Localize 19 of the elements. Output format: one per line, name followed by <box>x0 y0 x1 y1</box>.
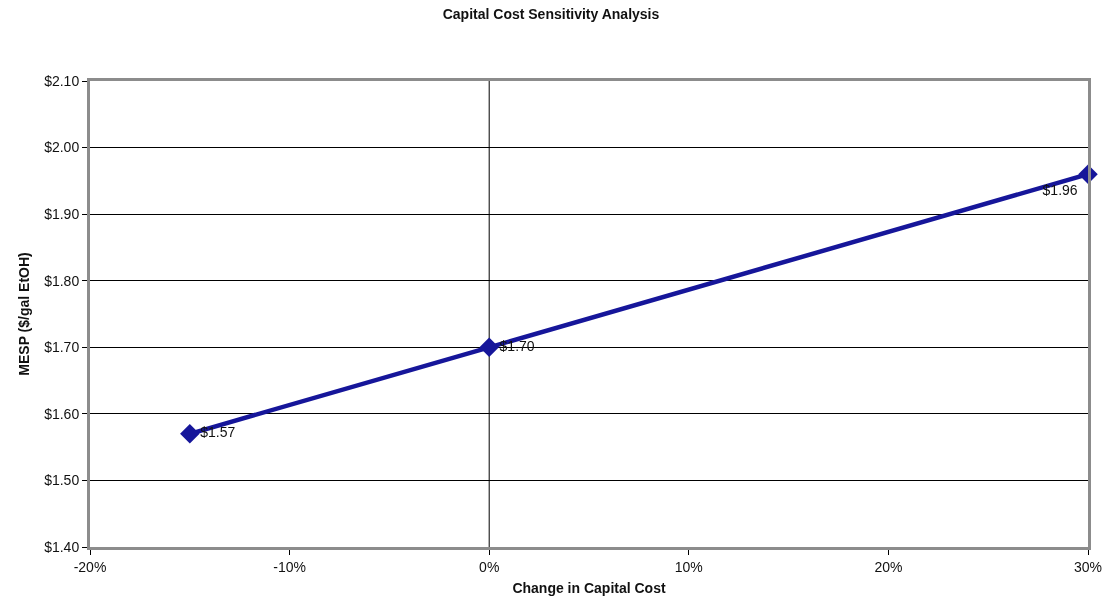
x-axis-title: Change in Capital Cost <box>512 580 666 597</box>
y-tick-label: $2.10 <box>44 72 80 89</box>
x-tick-label: 0% <box>479 558 500 575</box>
x-tick-label: 20% <box>874 558 903 575</box>
y-tick-label: $1.70 <box>44 339 80 356</box>
x-tick-label: 10% <box>674 558 703 575</box>
x-tick-label: 30% <box>1073 558 1102 575</box>
x-tick-label: -10% <box>273 558 306 575</box>
data-label: $1.57 <box>200 424 236 441</box>
chart-title: Capital Cost Sensitivity Analysis <box>442 6 660 23</box>
y-tick-label: $1.80 <box>44 272 80 289</box>
x-tick-label: -20% <box>73 558 107 575</box>
y-tick-label: $1.50 <box>44 472 80 489</box>
y-tick-label: $2.00 <box>44 139 80 156</box>
y-tick-label: $1.40 <box>44 538 80 555</box>
data-label: $1.96 <box>1042 182 1078 199</box>
y-tick-label: $1.60 <box>44 405 80 422</box>
y-axis-title: MESP ($/gal EtOH) <box>15 252 32 376</box>
y-tick-label: $1.90 <box>44 206 80 223</box>
